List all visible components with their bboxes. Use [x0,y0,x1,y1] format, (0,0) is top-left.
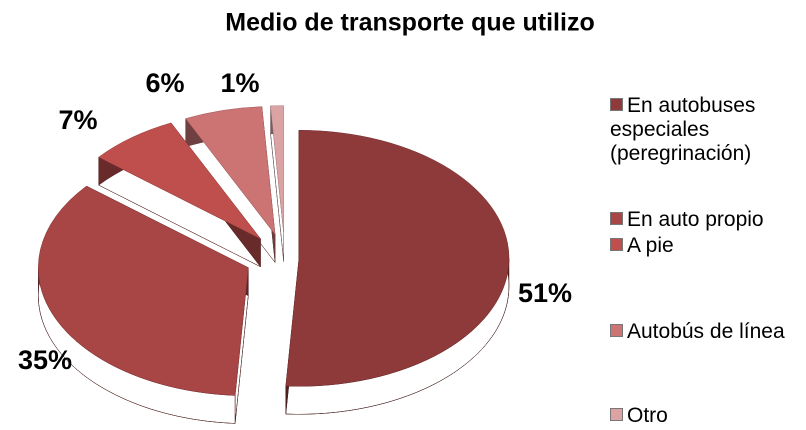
slice [98,122,261,239]
legend-item: Autobús de línea [610,320,806,344]
data-label: 51% [518,278,572,308]
slice [38,185,249,396]
data-label: 6% [145,68,184,98]
legend-label: A pie [627,234,674,257]
legend-swatch [610,408,623,421]
slice [285,130,510,387]
legend-swatch [610,238,623,251]
legend-label: Otro [627,404,668,427]
legend-item: En autobuses especiales (peregrinación) [610,94,806,166]
legend-item: A pie [610,234,806,258]
legend-item: En auto propio [610,208,806,232]
data-label: 35% [18,345,72,375]
data-label: 1% [220,68,259,98]
legend-label: En auto propio [627,208,764,231]
legend-label: En autobuses especiales (peregrinación) [610,94,756,165]
chart-title: Medio de transporte que utilizo [225,9,594,37]
slice [270,105,284,234]
legend-label: Autobús de línea [627,320,785,343]
legend-item: Otro [610,404,806,428]
legend-swatch [610,212,623,225]
slice [185,106,276,236]
legend-swatch [610,98,623,111]
data-label: 7% [58,105,97,135]
legend-swatch [610,324,623,337]
